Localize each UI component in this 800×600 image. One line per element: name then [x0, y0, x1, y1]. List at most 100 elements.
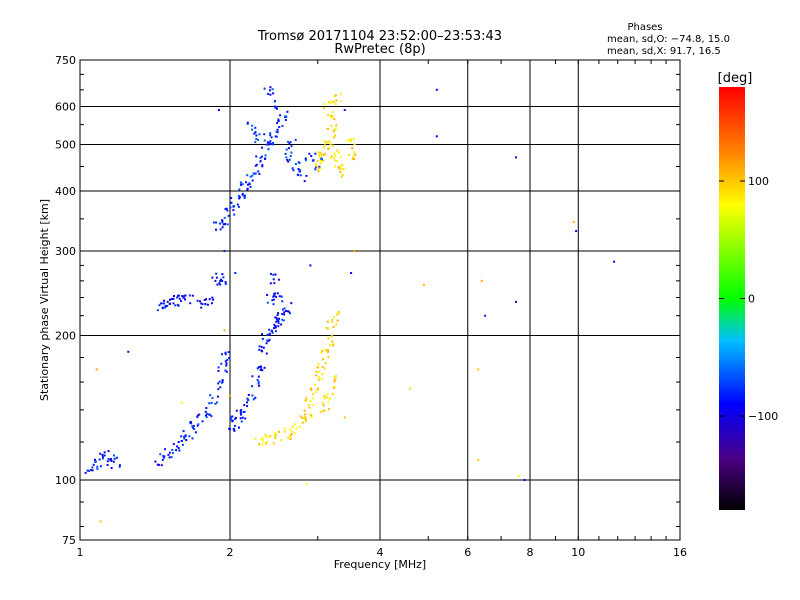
- echo-point: [221, 279, 224, 282]
- echo-point: [86, 469, 89, 472]
- echo-point: [216, 283, 219, 286]
- echo-point: [220, 362, 223, 365]
- echo-point: [267, 147, 270, 150]
- x-tick-label: 1: [77, 546, 84, 559]
- echo-point: [351, 147, 354, 150]
- echo-point: [343, 109, 346, 111]
- echo-point: [99, 452, 102, 455]
- echo-point: [239, 411, 242, 414]
- echo-point: [234, 424, 236, 427]
- echo-point: [217, 109, 220, 111]
- echo-point: [269, 140, 272, 143]
- echo-point: [302, 417, 305, 420]
- echo-point: [318, 165, 321, 168]
- echo-point: [317, 170, 320, 172]
- echo-point: [339, 171, 342, 174]
- echo-point: [346, 139, 349, 142]
- echo-point: [229, 394, 231, 397]
- echo-point: [309, 264, 312, 267]
- plot-frame: [79, 59, 681, 541]
- echo-point: [197, 423, 200, 426]
- echo-point: [222, 223, 225, 226]
- echo-point: [178, 449, 181, 452]
- echo-point: [238, 188, 241, 191]
- echo-point: [243, 410, 246, 413]
- stats-x-mode: mean, sd,X: 91.7, 16.5: [607, 46, 721, 57]
- echo-point: [274, 273, 277, 276]
- echo-point: [166, 300, 169, 303]
- echo-point: [255, 138, 258, 140]
- echo-point: [332, 386, 335, 389]
- echo-point: [322, 153, 325, 156]
- echo-point: [270, 143, 273, 145]
- echo-point: [261, 163, 264, 166]
- echo-point: [127, 350, 130, 353]
- echo-point: [204, 303, 207, 306]
- echo-point: [269, 132, 272, 135]
- echo-point: [317, 167, 320, 170]
- echo-point: [321, 365, 324, 368]
- echo-point: [288, 158, 291, 161]
- echo-point: [225, 364, 228, 367]
- echo-point: [290, 302, 293, 305]
- echo-point: [275, 316, 278, 319]
- echo-point: [219, 280, 221, 283]
- echo-point: [95, 368, 98, 371]
- echo-point: [201, 303, 204, 306]
- echo-point: [251, 179, 254, 182]
- echo-point: [191, 425, 194, 428]
- x-tick-label: 4: [377, 546, 384, 559]
- echo-point: [241, 193, 244, 196]
- echo-point: [319, 162, 322, 165]
- colorbar-tick-label: 100: [748, 175, 769, 188]
- echo-point: [172, 452, 174, 455]
- echo-point: [205, 298, 208, 301]
- echo-point: [328, 344, 331, 347]
- echo-point: [298, 162, 301, 164]
- y-tick-label: 600: [55, 101, 76, 114]
- echo-point: [184, 298, 186, 301]
- echo-point: [271, 143, 274, 146]
- echo-point: [257, 170, 260, 173]
- echo-point: [289, 312, 291, 315]
- echo-point: [333, 95, 336, 98]
- echo-point: [209, 394, 212, 397]
- echo-point: [215, 272, 218, 275]
- echo-point: [331, 340, 334, 343]
- y-tick-label: 100: [55, 474, 76, 487]
- echo-point: [216, 395, 219, 398]
- echo-point: [318, 154, 321, 157]
- echo-point: [260, 345, 263, 348]
- echo-point: [101, 455, 104, 458]
- echo-point: [191, 437, 194, 440]
- echo-point: [330, 155, 333, 158]
- echo-point: [184, 294, 187, 297]
- colorbar-ticks: 100 0 −100: [719, 175, 778, 423]
- echo-point: [325, 326, 328, 329]
- echo-point: [115, 456, 118, 459]
- echo-point: [575, 230, 578, 233]
- echo-point: [305, 396, 308, 399]
- echo-point: [266, 301, 269, 304]
- echo-point: [217, 382, 220, 385]
- echo-point: [281, 318, 284, 321]
- echo-point: [225, 362, 228, 365]
- echo-point: [264, 154, 267, 157]
- echo-point: [322, 146, 325, 149]
- echo-point: [305, 418, 307, 421]
- chart-title: Tromsø 20171104 23:52:00–23:53:43: [257, 29, 502, 44]
- echo-point: [328, 141, 331, 144]
- echo-point: [189, 302, 192, 305]
- echo-point: [275, 130, 278, 133]
- echo-point: [299, 415, 302, 418]
- echo-point: [303, 417, 306, 420]
- echo-point: [310, 155, 313, 158]
- echo-point: [262, 346, 265, 349]
- echo-point: [282, 319, 285, 322]
- chart-subtitle: RwPretec (8p): [334, 42, 425, 57]
- echo-point: [109, 459, 112, 462]
- echo-point: [196, 299, 199, 302]
- echo-point: [255, 155, 258, 158]
- echo-point: [246, 174, 249, 177]
- echo-point: [336, 149, 339, 152]
